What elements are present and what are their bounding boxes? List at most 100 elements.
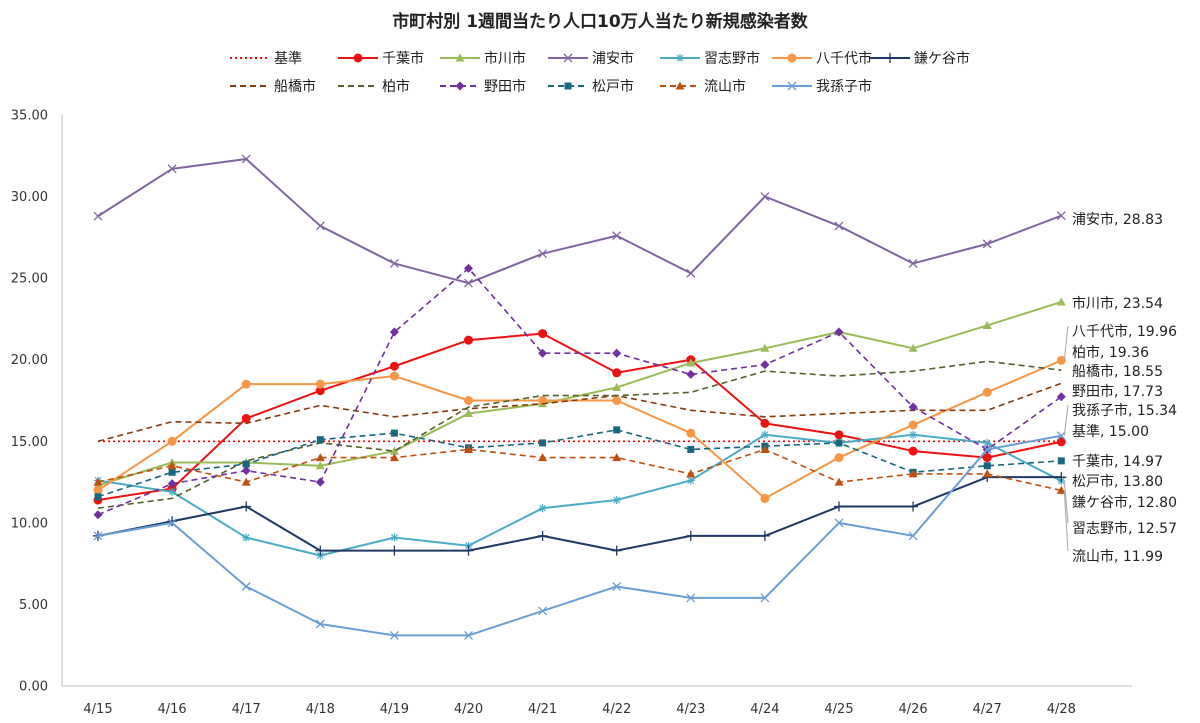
data-point [389,259,399,268]
x-tick-label: 4/15 [83,702,112,717]
x-tick-label: 4/28 [1047,702,1076,717]
series-3-浦安市 [93,154,1066,288]
leader-line [1063,325,1069,361]
data-point [613,426,621,434]
legend-label: 千葉市 [382,50,424,67]
data-point [982,469,992,478]
end-label-船橋市: 船橋市, 18.55 [1072,363,1163,380]
data-point [241,466,251,476]
data-point [389,453,399,462]
legend-item-基準: 基準 [230,50,302,67]
end-label-市川市: 市川市, 23.54 [1072,295,1163,312]
x-tick-label: 4/20 [454,702,483,717]
legend-marker [563,53,573,63]
data-point [315,545,326,556]
legend-label: 基準 [274,50,302,67]
data-point [908,531,918,541]
data-point [686,369,696,379]
data-point [94,493,102,501]
data-point [612,496,621,505]
data-point [760,360,770,370]
data-point [834,477,844,486]
series-line [97,360,1062,509]
y-tick-label: 30.00 [11,190,48,205]
series-6-鎌ケ谷市 [93,472,1067,556]
data-point [93,211,103,221]
data-point [316,436,324,444]
legend-label: 習志野市 [704,50,760,67]
data-point [315,461,325,470]
data-point [241,477,251,486]
data-point [315,221,325,231]
data-point [834,453,844,463]
data-point [167,461,177,470]
data-point [539,439,547,447]
data-point [463,545,474,556]
end-label-我孫子市: 我孫子市, 15.34 [1072,402,1177,419]
leader-line [1063,480,1069,524]
legend-marker [455,53,465,62]
data-point [464,335,473,345]
data-point [93,531,103,541]
legend-item-流山市: 流山市 [660,78,746,95]
legend-label: 我孫子市 [816,78,872,95]
end-label-流山市: 流山市, 11.99 [1072,548,1163,565]
data-point [538,348,548,358]
y-tick-label: 5.00 [19,598,48,613]
data-point [1056,472,1067,483]
end-label-千葉市: 千葉市, 14.97 [1072,453,1163,470]
x-tick-label: 4/25 [824,702,853,717]
data-point [389,545,400,556]
data-point [390,429,398,437]
data-point [982,387,992,397]
data-point [983,438,992,447]
series-7-船橋市 [97,382,1062,443]
data-point [464,444,473,453]
data-point [760,430,769,439]
data-point [538,249,548,259]
series-12-我孫子市 [93,431,1066,640]
legend-label: 浦安市 [592,50,634,67]
legend-marker [564,82,572,90]
data-point [464,263,473,273]
data-point [242,460,250,468]
legend-item-船橋市: 船橋市 [230,78,316,95]
legend-item-浦安市: 浦安市 [548,50,634,67]
data-point [390,533,399,542]
data-point [389,327,399,337]
y-tick-label: 35.00 [11,109,48,124]
legend-item-鎌ケ谷市: 鎌ケ谷市 [870,50,970,67]
data-point [686,476,695,485]
series-line [97,267,1062,516]
legend-item-野田市: 野田市 [440,78,526,95]
data-point [908,501,919,512]
y-tick-label: 15.00 [11,435,48,450]
legend-label: 松戸市 [592,78,634,95]
end-label-習志野市: 習志野市, 12.57 [1072,520,1177,537]
leader-line [1063,490,1069,552]
series-9-野田市 [93,263,1066,520]
end-label-鎌ケ谷市: 鎌ケ谷市, 12.80 [1072,494,1177,511]
end-labels: 基準, 15.00 千葉市, 14.97 市川市, 23.54 浦安市, 28.83 習… [1063,211,1177,565]
legend-item-我孫子市: 我孫子市 [772,78,872,95]
end-label-松戸市: 松戸市, 13.80 [1072,473,1163,490]
data-point [464,396,473,405]
data-point [241,413,251,423]
data-point [612,382,622,391]
plot-area [93,154,1067,640]
data-point [908,469,918,478]
series-11-流山市 [93,444,1066,494]
data-point [1056,211,1066,221]
data-point [538,504,547,513]
data-point [167,479,177,489]
series-line [97,301,1062,487]
data-point [685,530,696,541]
data-point [908,343,918,352]
data-point [1056,437,1066,447]
legend-label: 柏市 [382,78,410,95]
data-point [686,268,696,278]
series-line [97,448,1062,492]
legend-marker [787,81,797,91]
legend-marker [787,53,797,63]
